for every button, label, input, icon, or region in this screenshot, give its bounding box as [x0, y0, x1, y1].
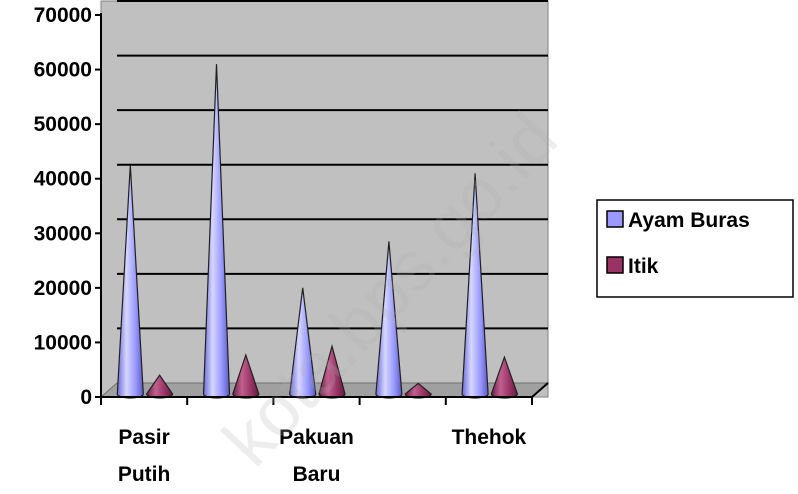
x-tick-label: Pakuan	[279, 426, 354, 449]
x-tick-label: Pasir	[118, 426, 169, 449]
x-axis-depth	[531, 382, 549, 398]
y-tick-label: 70000	[34, 4, 92, 27]
y-tick-label: 10000	[34, 331, 92, 354]
legend-swatch	[606, 256, 624, 274]
legend-label: Ayam Buras	[628, 209, 750, 232]
y-tick-label: 20000	[34, 277, 92, 300]
legend-swatch	[606, 210, 624, 228]
y-tick-label: 30000	[34, 222, 92, 245]
y-tick-label: 60000	[34, 59, 92, 82]
x-tick-labels: Pasir Putih Pakuan Baru Thehok	[118, 426, 527, 486]
x-tick-label: Baru	[293, 463, 341, 486]
y-tick-label: 50000	[34, 113, 92, 136]
y-tick-label: 0	[80, 386, 92, 409]
axes	[95, 13, 549, 405]
x-tick-label: Thehok	[452, 426, 527, 449]
y-tick-label: 40000	[34, 168, 92, 191]
x-tick-label: Putih	[118, 463, 171, 486]
legend-label: Itik	[628, 255, 659, 278]
y-tick-labels: 0 10000 20000 30000 40000 50000 60000 70000	[34, 4, 92, 409]
legend-box	[596, 199, 794, 298]
legend: Ayam Buras Itik	[596, 199, 794, 298]
